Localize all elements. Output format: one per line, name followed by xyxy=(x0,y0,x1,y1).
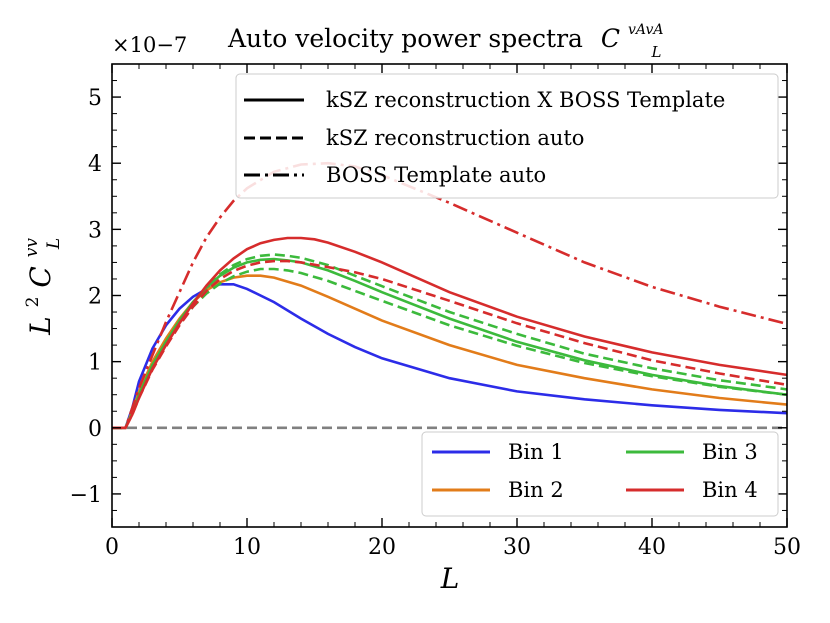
series-line-1 xyxy=(112,282,787,430)
series-line-8 xyxy=(112,161,787,430)
y-tick-label: −1 xyxy=(70,483,102,508)
legend-bin2-label: Bin 2 xyxy=(508,478,564,502)
y-label-c: C xyxy=(24,266,57,287)
chart-title: Auto velocity power spectra C vAvA L xyxy=(227,11,671,61)
y-axis-label: L 2 C vv L xyxy=(11,229,64,336)
y-label-c-sup: vv xyxy=(22,238,42,258)
legend-dashed-label: kSZ reconstruction auto xyxy=(326,126,584,150)
chart-title-math-sup: vAvA xyxy=(628,22,663,38)
x-tick-label: 20 xyxy=(368,535,396,560)
series-line-6 xyxy=(112,236,787,430)
x-tick-label: 0 xyxy=(105,535,119,560)
legend-bin3-label: Bin 3 xyxy=(702,440,758,464)
ticks: 0 10 20 30 40 50 −1 0 1 2 3 4 5 xyxy=(70,63,801,560)
bin-legend-box xyxy=(421,431,779,517)
y-tick-label: 4 xyxy=(88,152,102,177)
y-tick-label: 5 xyxy=(88,86,102,111)
chart-title-math: C xyxy=(601,24,620,53)
y-tick-label: 3 xyxy=(88,218,102,243)
style-legend: kSZ reconstruction X BOSS Template kSZ r… xyxy=(235,73,779,199)
series-group xyxy=(112,161,787,430)
legend-bin1-label: Bin 1 xyxy=(508,440,564,464)
bin-legend: Bin 1 Bin 2 Bin 3 Bin 4 xyxy=(421,431,779,517)
legend-dashdot-label: BOSS Template auto xyxy=(326,163,546,187)
chart-title-math-sub: L xyxy=(650,43,661,61)
y-multiplier: ×10−7 xyxy=(112,33,187,57)
x-tick-label: 50 xyxy=(773,535,801,560)
y-label-sup: 2 xyxy=(23,297,43,308)
legend-solid-label: kSZ reconstruction X BOSS Template xyxy=(326,88,725,112)
chart-title-text: Auto velocity power spectra xyxy=(227,24,583,53)
series-line-7 xyxy=(112,259,787,430)
svg-text:L 2 C vv: L 2 C vv L xyxy=(11,229,64,336)
legend-bin4-label: Bin 4 xyxy=(702,478,758,502)
x-tick-label: 10 xyxy=(233,535,261,560)
series-line-2 xyxy=(112,274,787,430)
x-axis-label: L xyxy=(440,562,460,595)
series-line-4 xyxy=(112,253,787,430)
y-tick-label: 0 xyxy=(88,417,102,442)
x-tick-label: 40 xyxy=(638,535,666,560)
y-tick-label: 1 xyxy=(88,351,102,376)
x-tick-label: 30 xyxy=(503,535,531,560)
y-tick-label: 2 xyxy=(88,285,102,310)
plot-area xyxy=(112,161,787,430)
y-label-c-sub: L xyxy=(44,238,64,250)
style-legend-box xyxy=(235,73,779,199)
y-label-l: L xyxy=(24,316,57,336)
